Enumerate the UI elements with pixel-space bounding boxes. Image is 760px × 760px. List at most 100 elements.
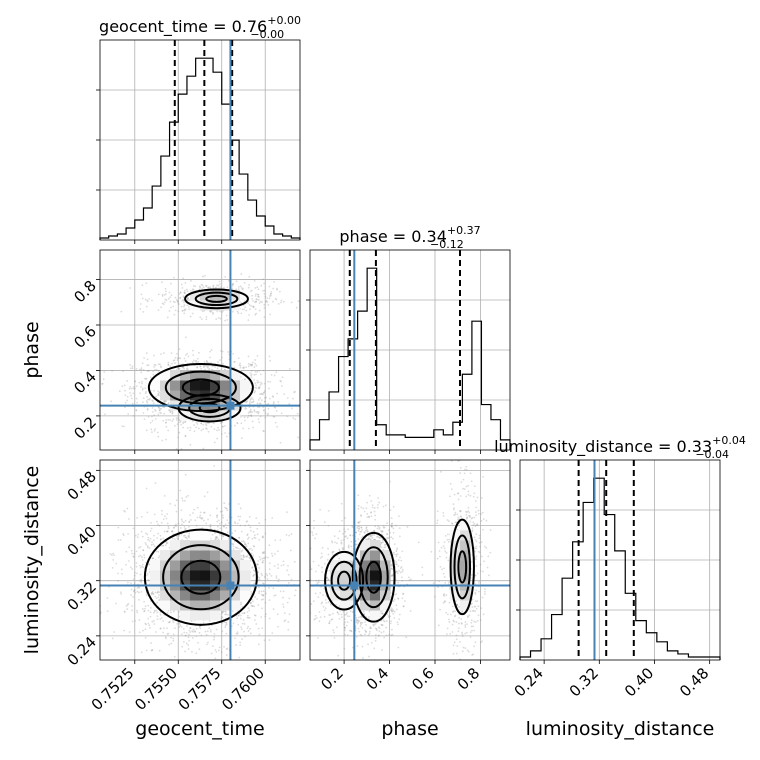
scatter-point — [385, 634, 388, 637]
scatter-point — [131, 365, 134, 368]
scatter-point — [164, 544, 167, 546]
scatter-point — [127, 602, 130, 605]
scatter-point — [233, 361, 235, 363]
scatter-point — [208, 620, 211, 622]
scatter-point — [183, 305, 185, 308]
scatter-point — [275, 575, 278, 578]
scatter-point — [147, 300, 149, 303]
scatter-point — [146, 408, 149, 411]
scatter-point — [251, 567, 254, 569]
scatter-point — [252, 299, 255, 302]
scatter-point — [213, 636, 216, 639]
scatter-point — [136, 611, 139, 614]
scatter-point — [153, 429, 156, 432]
scatter-point — [263, 316, 266, 319]
scatter-point — [153, 366, 156, 368]
density-cell — [180, 380, 191, 391]
scatter-point — [194, 630, 197, 633]
scatter-point — [268, 297, 271, 300]
scatter-point — [147, 369, 150, 372]
scatter-point — [243, 623, 246, 625]
scatter-point — [247, 362, 250, 365]
scatter-point — [218, 280, 221, 283]
scatter-point — [241, 549, 244, 552]
scatter-point — [235, 288, 238, 291]
scatter-point — [391, 526, 393, 528]
scatter-point — [171, 530, 174, 533]
scatter-point — [216, 429, 218, 432]
scatter-point — [117, 539, 120, 542]
scatter-point — [128, 546, 131, 549]
scatter-point — [262, 557, 265, 560]
scatter-point — [240, 614, 242, 617]
scatter-point — [262, 594, 265, 597]
scatter-point — [282, 596, 284, 599]
scatter-point — [193, 424, 195, 426]
scatter-point — [165, 421, 168, 424]
scatter-point — [174, 504, 177, 507]
scatter-point — [128, 631, 131, 633]
scatter-point — [255, 517, 258, 520]
hist-panel-phase: phase = 0.34+0.37 −0.12 — [306, 224, 511, 454]
density-cell — [180, 370, 191, 381]
scatter-point — [162, 544, 164, 547]
scatter-point — [273, 594, 276, 597]
scatter-point — [357, 522, 360, 524]
scatter-point — [147, 398, 149, 401]
scatter-point — [286, 569, 289, 572]
scatter-point — [157, 550, 160, 553]
scatter-point — [202, 447, 205, 450]
scatter-point — [153, 623, 156, 625]
scatter-point — [224, 523, 227, 526]
scatter-point — [257, 560, 260, 562]
scatter-point — [244, 407, 247, 410]
scatter-point — [142, 369, 145, 371]
density-cell — [210, 410, 221, 421]
scatter-point — [268, 617, 271, 620]
density-cell — [170, 380, 181, 391]
scatter-point — [122, 534, 125, 537]
scatter-point — [216, 520, 219, 523]
scatter-point — [239, 515, 242, 518]
scatter-point — [188, 679, 190, 681]
scatter-point — [259, 558, 262, 561]
scatter-point — [164, 421, 167, 424]
scatter-point — [191, 650, 193, 653]
scatter-point — [111, 369, 113, 372]
scatter-point — [172, 359, 175, 362]
scatter-point — [252, 305, 254, 308]
scatter-point — [144, 605, 147, 608]
scatter-point — [167, 361, 170, 364]
scatter-point — [244, 401, 246, 403]
scatter-point — [255, 293, 257, 296]
scatter-point — [247, 319, 250, 322]
scatter-point — [234, 546, 237, 549]
scatter-point — [135, 409, 138, 412]
scatter-point — [240, 422, 243, 425]
scatter-point — [181, 366, 184, 369]
scatter-point — [117, 579, 120, 582]
scatter-point — [149, 537, 152, 540]
scatter-point — [186, 537, 188, 540]
scatter-point — [225, 526, 228, 529]
scatter-point — [244, 378, 246, 380]
scatter-point — [163, 412, 166, 415]
scatter-point — [209, 527, 212, 530]
scatter-point — [263, 282, 266, 285]
scatter-point — [274, 406, 277, 409]
scatter-point — [249, 364, 252, 366]
scatter-point — [189, 627, 192, 629]
scatter-point — [168, 291, 171, 294]
scatter-point — [189, 429, 191, 432]
scatter-point — [250, 374, 252, 377]
scatter-point — [262, 582, 265, 585]
scatter-point — [357, 521, 360, 524]
title-plus: +0.04 — [712, 434, 746, 447]
scatter-point — [143, 556, 146, 559]
title-minus: −0.12 — [430, 238, 464, 251]
scatter-point — [239, 507, 242, 510]
scatter-point — [312, 421, 314, 423]
scatter-point — [172, 526, 175, 529]
scatter-point — [144, 387, 147, 390]
scatter-point — [272, 287, 275, 290]
